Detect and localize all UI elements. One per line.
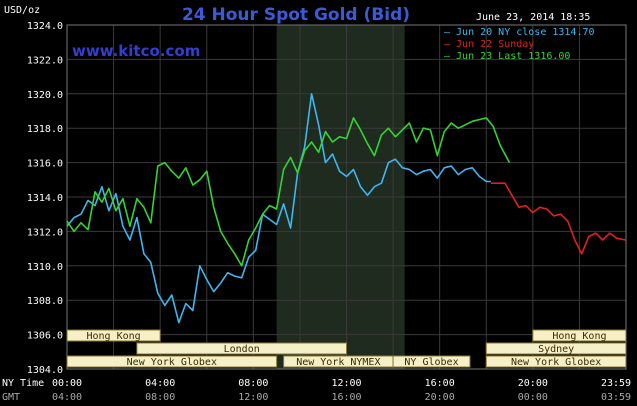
market-session: New York Globex bbox=[485, 355, 627, 368]
plot-frame bbox=[66, 24, 627, 370]
legend-entry: — Jun 23 Last 1316.00 bbox=[444, 51, 570, 62]
x-tick-label-gmt: 20:00 bbox=[425, 392, 455, 403]
market-session: Hong Kong bbox=[532, 329, 627, 342]
kitco-watermark: www.kitco.com bbox=[72, 42, 200, 60]
x-tick-label-gmt: 04:00 bbox=[52, 392, 82, 403]
market-session-label: Sydney bbox=[538, 344, 574, 355]
y-tick-label: 1316.0 bbox=[27, 159, 63, 170]
y-tick-label: 1322.0 bbox=[27, 55, 63, 66]
x-tick-label-ny: 16:00 bbox=[425, 378, 455, 389]
market-session-label: New York NYMEX bbox=[296, 357, 380, 368]
market-session: London bbox=[136, 342, 347, 355]
market-session: New York Globex bbox=[66, 355, 278, 368]
x-tick-label-ny: 04:00 bbox=[145, 378, 175, 389]
legend-entry: — Jun 20 NY close 1314.70 bbox=[444, 27, 595, 38]
market-session: Hong Kong bbox=[66, 329, 161, 342]
x-tick-label-gmt: 08:00 bbox=[145, 392, 175, 403]
y-tick-label: 1310.0 bbox=[27, 262, 63, 273]
market-session-bar bbox=[66, 329, 161, 342]
chart-timestamp: June 23, 2014 18:35 bbox=[476, 12, 590, 23]
ny-time-row-label: NY Time bbox=[2, 378, 44, 389]
series-line bbox=[66, 93, 491, 324]
market-session: Sydney bbox=[485, 342, 627, 355]
x-tick-label-gmt: 00:00 bbox=[518, 392, 548, 403]
market-session-label: Hong Kong bbox=[552, 331, 606, 342]
x-tick-label-ny: 00:00 bbox=[52, 378, 82, 389]
market-session-bar bbox=[532, 329, 627, 342]
market-session-label: NY Globex bbox=[404, 357, 458, 368]
x-tick-label-ny: 08:00 bbox=[238, 378, 268, 389]
y-tick-label: 1312.0 bbox=[27, 227, 63, 238]
x-tick-label-ny: 23:59 bbox=[601, 378, 631, 389]
y-tick-label: 1324.0 bbox=[27, 21, 63, 32]
grid bbox=[67, 24, 626, 370]
x-tick-label-ny: 20:00 bbox=[518, 378, 548, 389]
price-series bbox=[66, 93, 626, 324]
y-tick-label: 1306.0 bbox=[27, 331, 63, 342]
y-tick-label: 1308.0 bbox=[27, 296, 63, 307]
y-axis-unit-label: USD/oz bbox=[4, 5, 40, 16]
market-session-label: London bbox=[224, 344, 260, 355]
y-tick-label: 1320.0 bbox=[27, 90, 63, 101]
market-session-bar bbox=[485, 355, 627, 368]
legend: — Jun 20 NY close 1314.70— Jun 22 Sunday… bbox=[444, 27, 595, 62]
market-hours-bars: Hong Kong London New York Globex New York N… bbox=[66, 329, 627, 368]
x-tick-label-ny: 12:00 bbox=[331, 378, 361, 389]
market-session-bar bbox=[66, 355, 278, 368]
series-line bbox=[66, 117, 511, 267]
market-session-bar bbox=[136, 342, 347, 355]
axes: 1304.0 1306.0 1308.0 1310.0 1312.0 1314.0 1316… bbox=[27, 21, 631, 403]
market-session: NY Globex bbox=[392, 355, 471, 368]
market-session: New York NYMEX bbox=[283, 355, 394, 368]
market-session-bar bbox=[392, 355, 471, 368]
y-tick-label: 1304.0 bbox=[27, 365, 63, 376]
market-session-label: Hong Kong bbox=[86, 331, 140, 342]
market-session-label: New York Globex bbox=[127, 357, 217, 368]
gmt-row-label: GMT bbox=[2, 392, 20, 403]
legend-entry: — Jun 22 Sunday bbox=[444, 39, 534, 50]
chart-title: 24 Hour Spot Gold (Bid) bbox=[182, 5, 410, 25]
y-tick-label: 1314.0 bbox=[27, 193, 63, 204]
y-tick-label: 1318.0 bbox=[27, 124, 63, 135]
x-tick-label-gmt: 16:00 bbox=[331, 392, 361, 403]
x-tick-label-gmt: 03:59 bbox=[601, 392, 631, 403]
market-session-bar bbox=[485, 342, 627, 355]
x-tick-label-gmt: 12:00 bbox=[238, 392, 268, 403]
market-session-label: New York Globex bbox=[511, 357, 601, 368]
series-line bbox=[490, 182, 626, 255]
